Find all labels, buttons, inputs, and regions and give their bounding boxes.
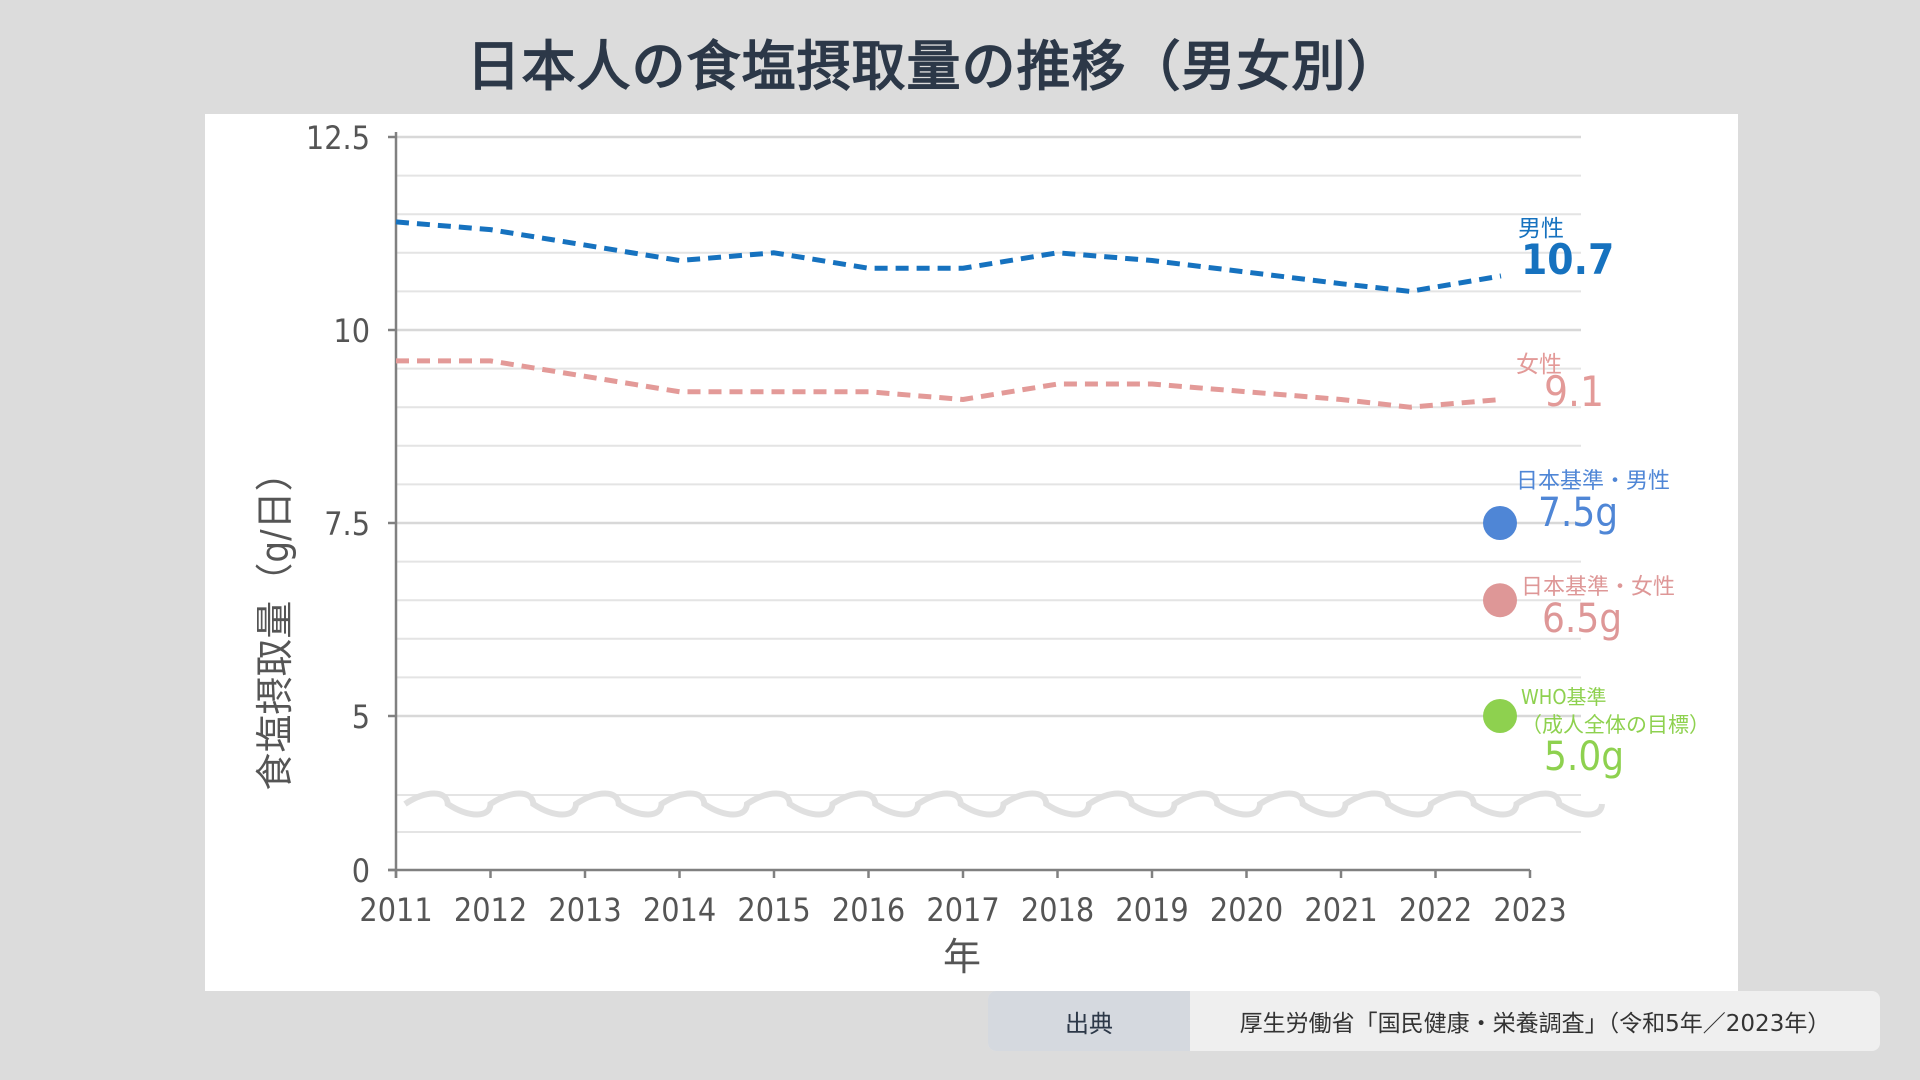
target-value-label: 7.5g (1538, 490, 1618, 536)
target-name-label: 日本基準・女性 (1521, 575, 1675, 600)
x-tick-label: 2019 (1115, 891, 1188, 929)
target-value-label: 6.5g (1542, 596, 1622, 642)
salt-intake-chart: 0 5 7.5 10 12.5 2011 2012 2013 2014 2015 2016 2017 2… (253, 119, 1710, 979)
series-name-label: 女性 (1516, 352, 1562, 378)
y-tick-label: 12.5 (306, 119, 370, 157)
x-tick-label: 2021 (1304, 891, 1377, 929)
y-tick-label: 7.5 (324, 505, 370, 543)
x-tick-label: 2014 (643, 891, 716, 929)
series-name-label: 男性 (1518, 216, 1564, 242)
chart-panel: 0 5 7.5 10 12.5 2011 2012 2013 2014 2015 2016 2017 2… (205, 114, 1738, 991)
x-tick-label: 2017 (926, 891, 999, 929)
target-marker-who (1483, 699, 1517, 733)
series-end-value: 10.7 (1521, 235, 1614, 284)
source-box: 出典 厚生労働省「国民健康・栄養調査」（令和5年／2023年） (988, 991, 1880, 1051)
source-text: 厚生労働省「国民健康・栄養調査」（令和5年／2023年） (1239, 1011, 1831, 1037)
y-tick-label: 5 (352, 698, 370, 736)
series-line-male (395, 219, 1502, 294)
target-name-label: （成人全体の目標） (1521, 713, 1710, 737)
x-tick-label: 2012 (454, 891, 527, 929)
target-marker-jp-female (1483, 583, 1517, 618)
x-tick-label: 2013 (548, 891, 621, 929)
target-value-label: 5.0g (1544, 734, 1624, 780)
target-name-label: 日本基準・男性 (1516, 469, 1670, 494)
series-end-value: 9.1 (1544, 367, 1604, 416)
y-tick-label: 0 (352, 852, 370, 890)
page-title: 日本人の食塩摂取量の推移（男女別） (466, 35, 1402, 98)
target-name-label: WHO基準 (1521, 685, 1607, 709)
x-axis-title: 年 (943, 935, 981, 979)
axis-break-wave (403, 790, 1605, 818)
x-tick-label: 2015 (737, 891, 810, 929)
source-label: 出典 (988, 991, 1190, 1051)
x-tick-label: 2018 (1021, 891, 1094, 929)
target-marker-jp-male (1483, 506, 1517, 540)
x-tick-label: 2016 (832, 891, 905, 929)
x-tick-label: 2022 (1399, 891, 1472, 929)
y-axis-title: 食塩摂取量（g/日） (253, 453, 297, 790)
x-tick-label: 2020 (1210, 891, 1283, 929)
y-tick-label: 10 (333, 312, 370, 350)
x-tick-label: 2023 (1493, 891, 1566, 929)
x-tick-label: 2011 (359, 891, 432, 929)
